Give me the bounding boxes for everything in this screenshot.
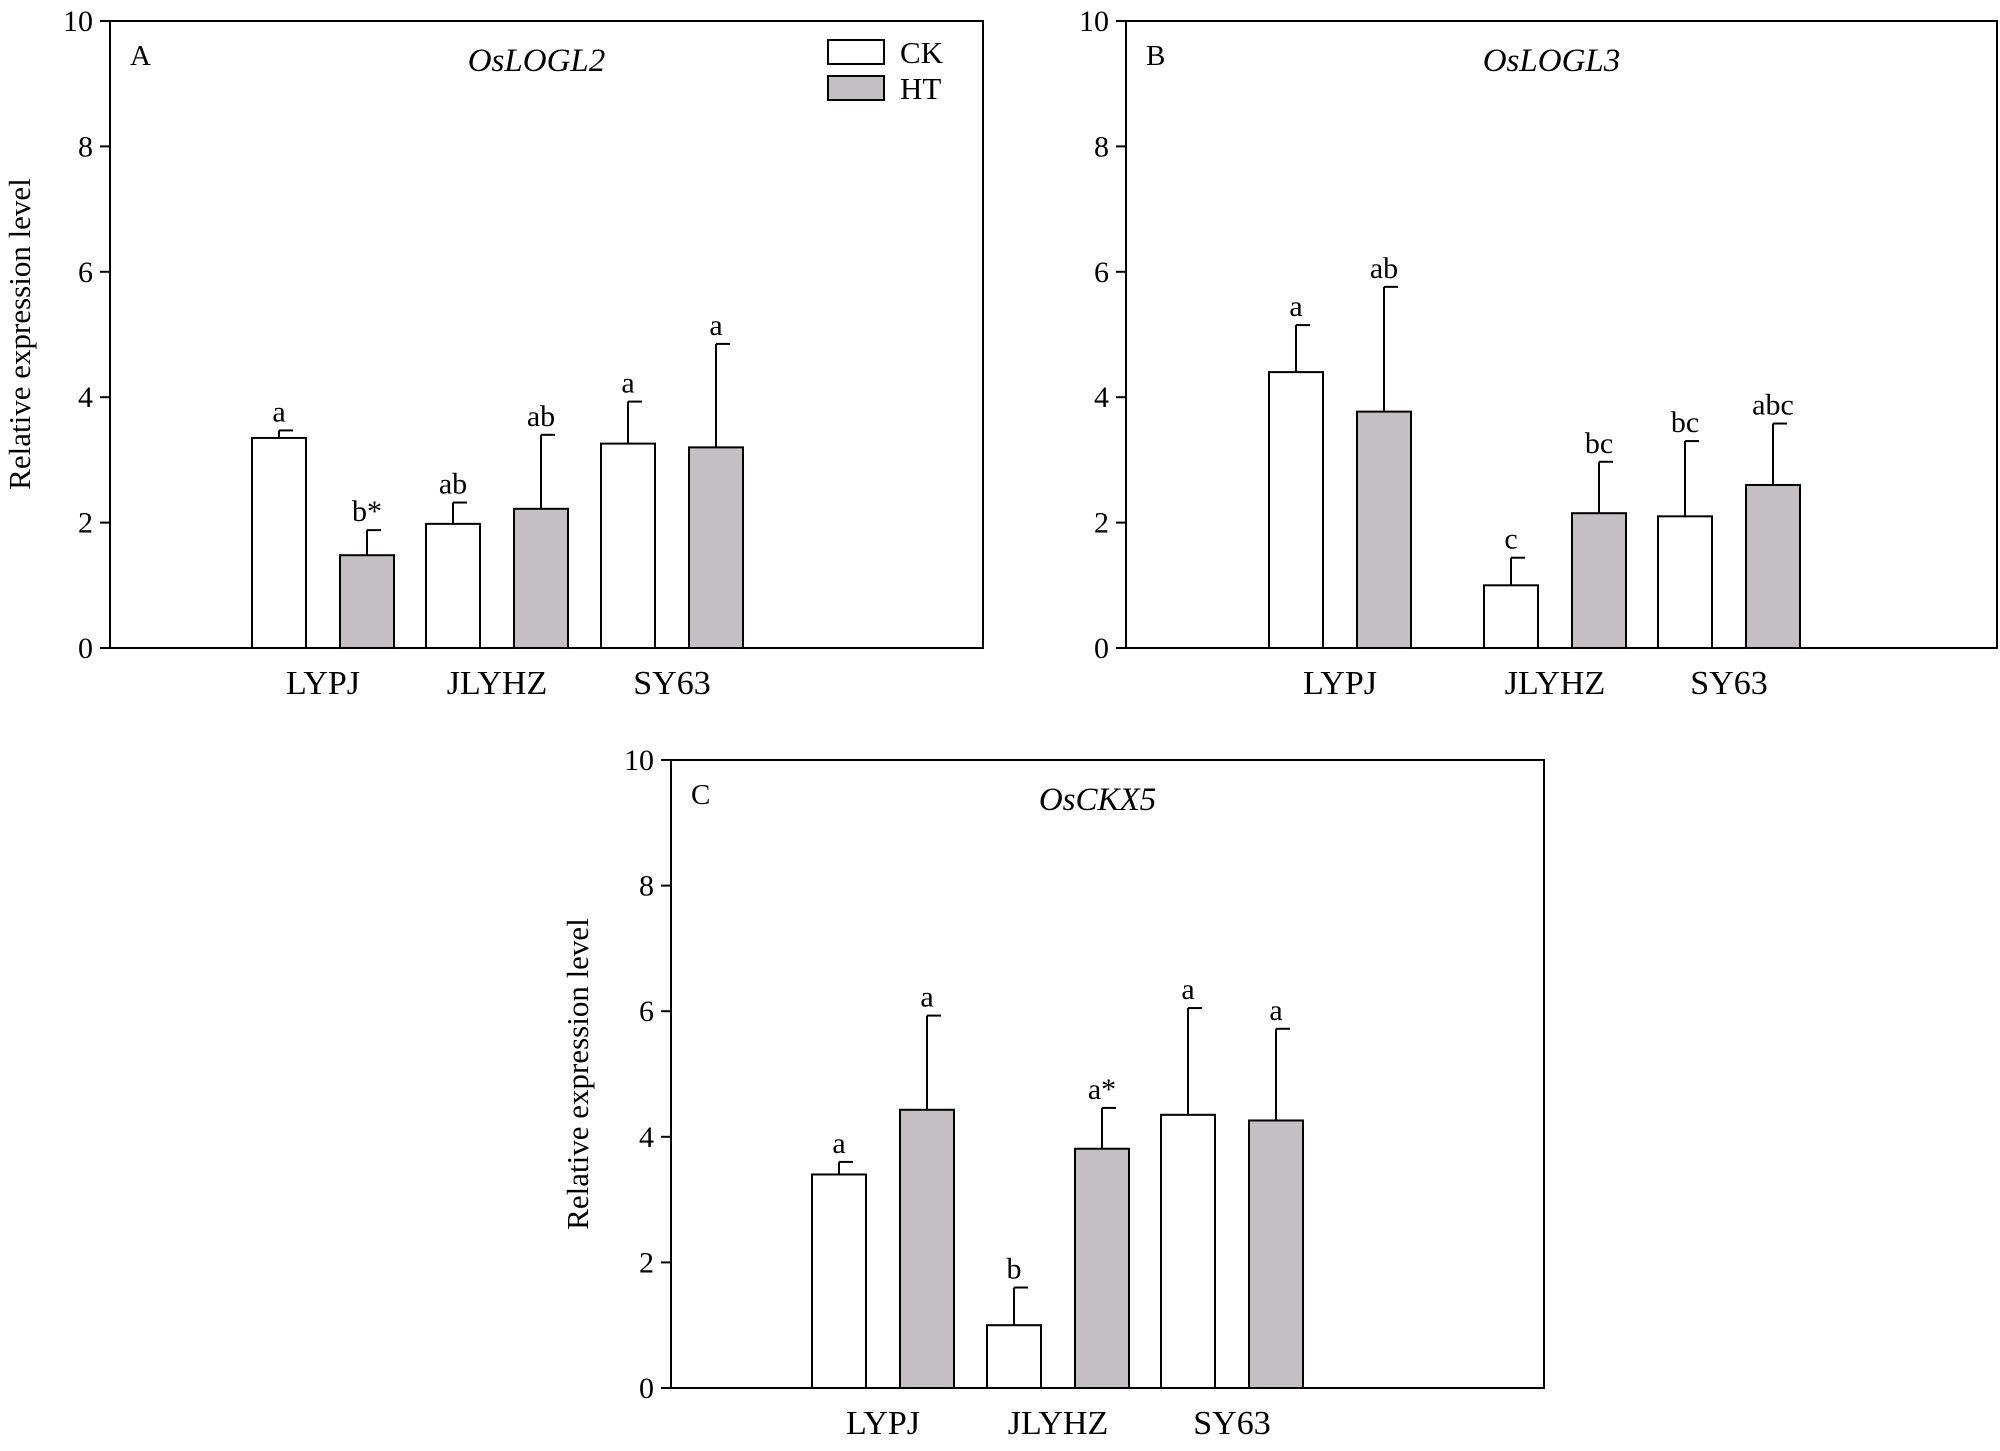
legend-label-ht: HT <box>900 71 941 106</box>
bar-ht-sy63 <box>688 446 744 649</box>
chart-panel-c: a b a a a* a 0 2 4 6 8 10 LYPJ JLYHZ SY63 Relative expr… <box>560 744 1545 1442</box>
x-category-label: LYPJ <box>846 1405 920 1442</box>
chart-panel-b: a c bc ab bc abc 0 2 4 6 8 10 LYPJ JLYHZ SY63 B OsLOGL3 <box>1079 5 1998 702</box>
y-tick-label: 8 <box>639 870 654 903</box>
significance-label: b* <box>352 495 382 528</box>
y-tick-label: 4 <box>639 1121 654 1154</box>
bar-ht-lypj <box>339 554 395 649</box>
bar-ck-sy63 <box>1657 515 1713 650</box>
y-axis-label: Relative expression level <box>2 178 37 490</box>
legend-swatch-ht <box>827 75 885 101</box>
significance-label: a <box>1181 973 1194 1006</box>
bar-ht-jlyhz <box>513 507 569 649</box>
significance-label: c <box>1504 523 1517 556</box>
y-tick-label: 4 <box>78 381 93 414</box>
panel-letter: A <box>130 40 151 72</box>
y-tick-label: 0 <box>78 632 93 665</box>
significance-label: bc <box>1585 427 1613 460</box>
bar-ht-jlyhz <box>1571 512 1627 649</box>
y-tick-label: 6 <box>1094 256 1109 289</box>
y-tick-label: 10 <box>63 5 93 38</box>
y-axis-label: Relative expression level <box>560 918 595 1230</box>
significance-label: ab <box>527 400 555 433</box>
bar-ht-lypj <box>1356 410 1412 649</box>
y-tick-label: 0 <box>1094 632 1109 665</box>
bar-ck-lypj <box>811 1173 867 1389</box>
x-category-label: LYPJ <box>286 665 360 702</box>
x-category-label: SY63 <box>1193 1405 1270 1442</box>
panel-letter: C <box>691 779 710 811</box>
y-tick-label: 10 <box>624 744 654 777</box>
y-tick-label: 6 <box>639 995 654 1028</box>
y-tick-label: 6 <box>78 256 93 289</box>
x-category-label: SY63 <box>633 665 710 702</box>
bar-ck-lypj <box>1268 371 1324 649</box>
legend-label-ck: CK <box>900 35 944 70</box>
significance-label: b <box>1007 1253 1022 1286</box>
y-tick-label: 4 <box>1094 381 1109 414</box>
y-tick-label: 8 <box>1094 130 1109 163</box>
significance-label: a <box>1289 290 1302 323</box>
chart-title: OsCKX5 <box>1039 782 1156 818</box>
bar-ck-jlyhz <box>1483 584 1539 649</box>
significance-label: a <box>832 1127 845 1160</box>
x-category-label: LYPJ <box>1303 665 1377 702</box>
chart-panel-a: a ab a b* ab a 0 2 4 6 8 10 LYPJ JLYHZ SY63 Relative ex… <box>2 5 984 702</box>
significance-label: a* <box>1088 1073 1116 1106</box>
bar-ck-lypj <box>251 436 307 649</box>
significance-label: a <box>272 395 285 428</box>
x-category-label: JLYHZ <box>1505 665 1605 702</box>
plot-frame <box>1125 20 1998 649</box>
significance-label: a <box>920 981 933 1014</box>
bar-ck-jlyhz <box>986 1324 1042 1389</box>
y-tick-label: 2 <box>1094 507 1109 540</box>
y-tick-label: 0 <box>639 1372 654 1405</box>
y-tick-label: 8 <box>78 130 93 163</box>
significance-label: a <box>709 309 722 342</box>
y-tick-label: 10 <box>1079 5 1109 38</box>
significance-label: ab <box>439 468 467 501</box>
legend-swatch-ck <box>827 39 885 65</box>
bar-ck-sy63 <box>600 442 656 649</box>
bar-ht-lypj <box>899 1108 955 1390</box>
x-category-label: JLYHZ <box>447 665 547 702</box>
bar-ck-sy63 <box>1160 1113 1216 1389</box>
bar-ht-jlyhz <box>1074 1147 1130 1390</box>
plot-frame <box>109 20 984 649</box>
significance-label: a <box>621 367 634 400</box>
significance-label: abc <box>1752 389 1794 422</box>
panel-letter: B <box>1146 40 1165 72</box>
x-category-label: SY63 <box>1690 665 1767 702</box>
bar-ht-sy63 <box>1745 483 1801 650</box>
bar-ck-jlyhz <box>425 522 481 649</box>
plot-frame <box>670 759 1545 1389</box>
x-category-label: JLYHZ <box>1008 1405 1108 1442</box>
bar-ht-sy63 <box>1248 1119 1304 1390</box>
significance-label: ab <box>1370 252 1398 285</box>
chart-title: OsLOGL3 <box>1483 43 1621 79</box>
chart-title: OsLOGL2 <box>468 43 606 79</box>
y-tick-label: 2 <box>78 507 93 540</box>
significance-label: bc <box>1671 406 1699 439</box>
significance-label: a <box>1269 994 1282 1027</box>
y-tick-label: 2 <box>639 1246 654 1279</box>
